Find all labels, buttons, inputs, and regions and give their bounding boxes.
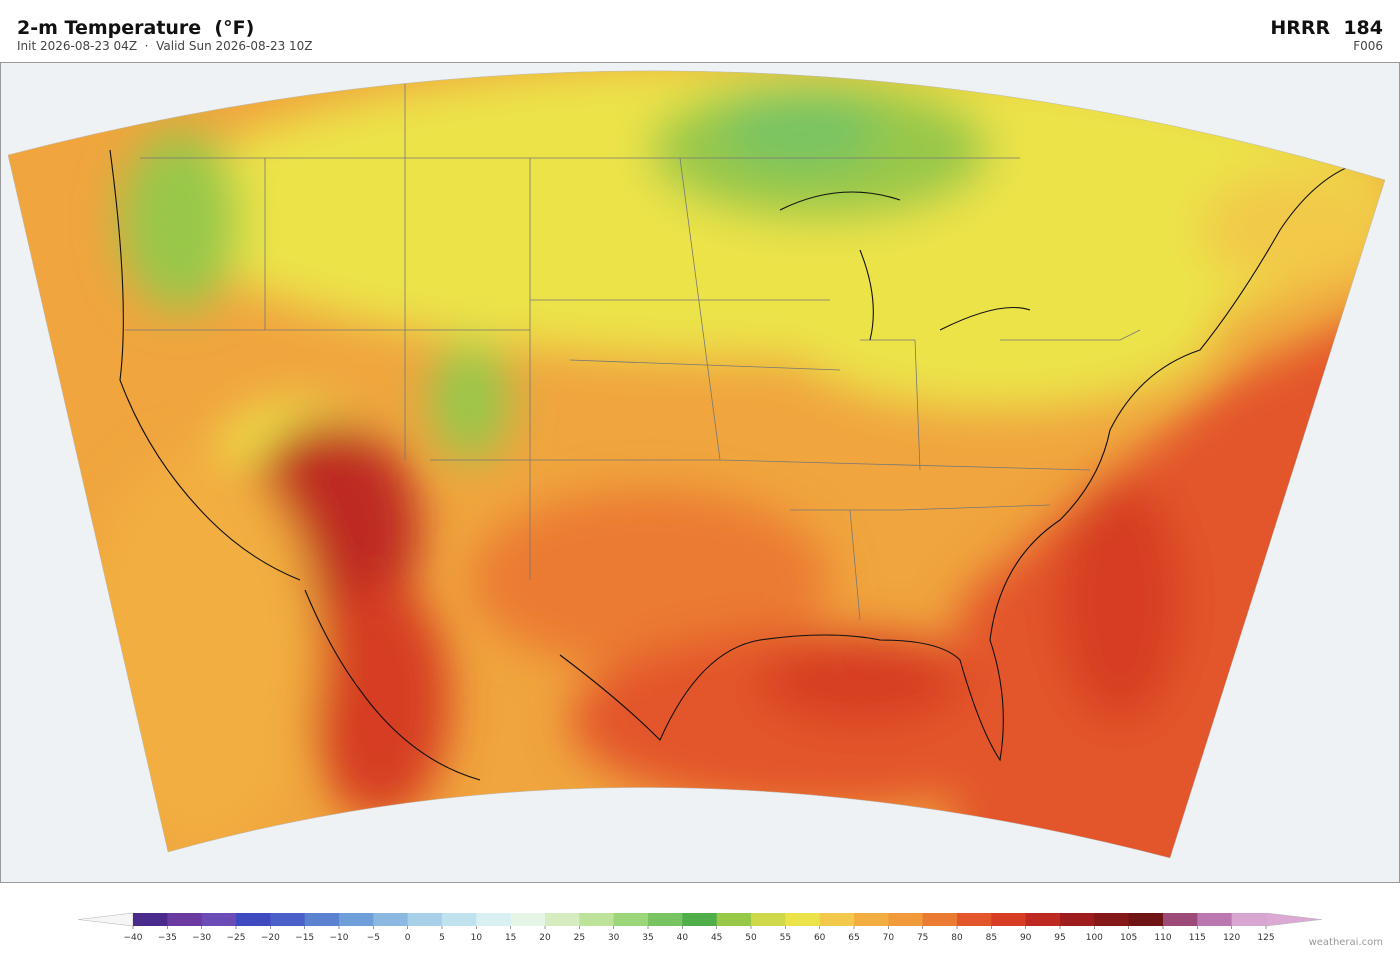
colorbar-bin bbox=[819, 913, 855, 926]
colorbar-tick-label: −25 bbox=[227, 933, 246, 943]
colorbar-tick-label: −5 bbox=[367, 933, 380, 943]
colorbar-tick-label: 45 bbox=[711, 933, 722, 943]
colorbar-tick-label: 10 bbox=[471, 933, 483, 943]
forecast-hour: F006 bbox=[1353, 39, 1383, 53]
colorbar-bin bbox=[1128, 913, 1164, 926]
colorbar-tick-label: −10 bbox=[330, 933, 349, 943]
colorbar-bin bbox=[1060, 913, 1095, 926]
colorbar-bin bbox=[682, 913, 718, 926]
colorbar-bin bbox=[888, 913, 924, 926]
colorbar-bin bbox=[579, 913, 615, 926]
colorbar: −40 −35 −30 −25 −20 −15 −10 −5 0 5 10 15 20 25 30 35 40 4… bbox=[77, 912, 1323, 943]
colorbar-bin bbox=[751, 913, 786, 926]
colorbar-tick-label: −30 bbox=[192, 933, 211, 943]
footer: weatherai.com bbox=[1309, 937, 1383, 948]
colorbar-bin bbox=[991, 913, 1027, 926]
model: HRRR 184 bbox=[1270, 17, 1383, 39]
colorbar-bin bbox=[1231, 913, 1267, 926]
colorbar-tick-label: 5 bbox=[439, 933, 445, 943]
colorbar-bin bbox=[613, 913, 649, 926]
colorbar-tick-label: 30 bbox=[608, 933, 620, 943]
colorbar-under bbox=[77, 912, 134, 927]
colorbar-tick-label: 115 bbox=[1189, 933, 1206, 943]
colorbar-tick-label: 40 bbox=[677, 933, 689, 943]
colorbar-tick-label: 60 bbox=[814, 933, 826, 943]
colorbar-tick-label: 70 bbox=[883, 933, 895, 943]
colorbar-bin bbox=[442, 913, 477, 926]
colorbar-bin bbox=[1163, 913, 1198, 926]
colorbar-bin bbox=[339, 913, 374, 926]
colorbar-tick-label: 55 bbox=[780, 933, 791, 943]
colorbar-bin bbox=[854, 913, 889, 926]
colorbar-tick-label: 80 bbox=[951, 933, 963, 943]
colorbar-bin bbox=[270, 913, 306, 926]
colorbar-tick-label: −15 bbox=[295, 933, 314, 943]
colorbar-bin bbox=[1025, 913, 1061, 926]
colorbar-tick-label: 75 bbox=[917, 933, 928, 943]
colorbar-bin bbox=[957, 913, 992, 926]
colorbar-tick-label: 25 bbox=[574, 933, 585, 943]
colorbar-tick-label: 85 bbox=[986, 933, 997, 943]
colorbar-over bbox=[1265, 912, 1323, 927]
colorbar-bin bbox=[545, 913, 580, 926]
colorbar-bin bbox=[167, 913, 203, 926]
colorbar-tick-label: 110 bbox=[1154, 933, 1171, 943]
colorbar-tick-label: 95 bbox=[1054, 933, 1065, 943]
temperature-field bbox=[8, 70, 1385, 858]
colorbar-tick-label: 65 bbox=[848, 933, 859, 943]
colorbar-bin bbox=[1197, 913, 1233, 926]
colorbar-bin bbox=[1094, 913, 1130, 926]
colorbar-bin bbox=[476, 913, 512, 926]
subtitle: Init 2026-08-23 04Z · Valid Sun 2026-08-… bbox=[17, 39, 313, 53]
colorbar-bin bbox=[510, 913, 546, 926]
colorbar-bin bbox=[785, 913, 821, 926]
colorbar-bin bbox=[133, 913, 168, 926]
colorbar-tick-label: −40 bbox=[124, 933, 143, 943]
colorbar-tick-label: 90 bbox=[1020, 933, 1032, 943]
colorbar-tick-label: −35 bbox=[158, 933, 177, 943]
colorbar-tick-label: −20 bbox=[261, 933, 280, 943]
colorbar-bin bbox=[922, 913, 958, 926]
colorbar-tick-label: 15 bbox=[505, 933, 516, 943]
colorbar-bin bbox=[236, 913, 271, 926]
colorbar-bin bbox=[304, 913, 340, 926]
colorbar-tick-label: 125 bbox=[1257, 933, 1274, 943]
colorbar-tick-label: 105 bbox=[1120, 933, 1137, 943]
colorbar-tick-label: 50 bbox=[745, 933, 757, 943]
colorbar-tick-label: 0 bbox=[405, 933, 411, 943]
title: 2-m Temperature (°F) bbox=[17, 17, 254, 39]
colorbar-bin bbox=[407, 913, 443, 926]
colorbar-bin bbox=[648, 913, 683, 926]
domain-outline bbox=[7, 70, 1386, 859]
colorbar-tick-label: 35 bbox=[642, 933, 653, 943]
colorbar-bin bbox=[201, 913, 237, 926]
colorbar-bin bbox=[716, 913, 752, 926]
colorbar-bin bbox=[373, 913, 409, 926]
colorbar-tick-label: 20 bbox=[539, 933, 551, 943]
colorbar-tick-label: 120 bbox=[1223, 933, 1240, 943]
colorbar-tick-label: 100 bbox=[1086, 933, 1103, 943]
